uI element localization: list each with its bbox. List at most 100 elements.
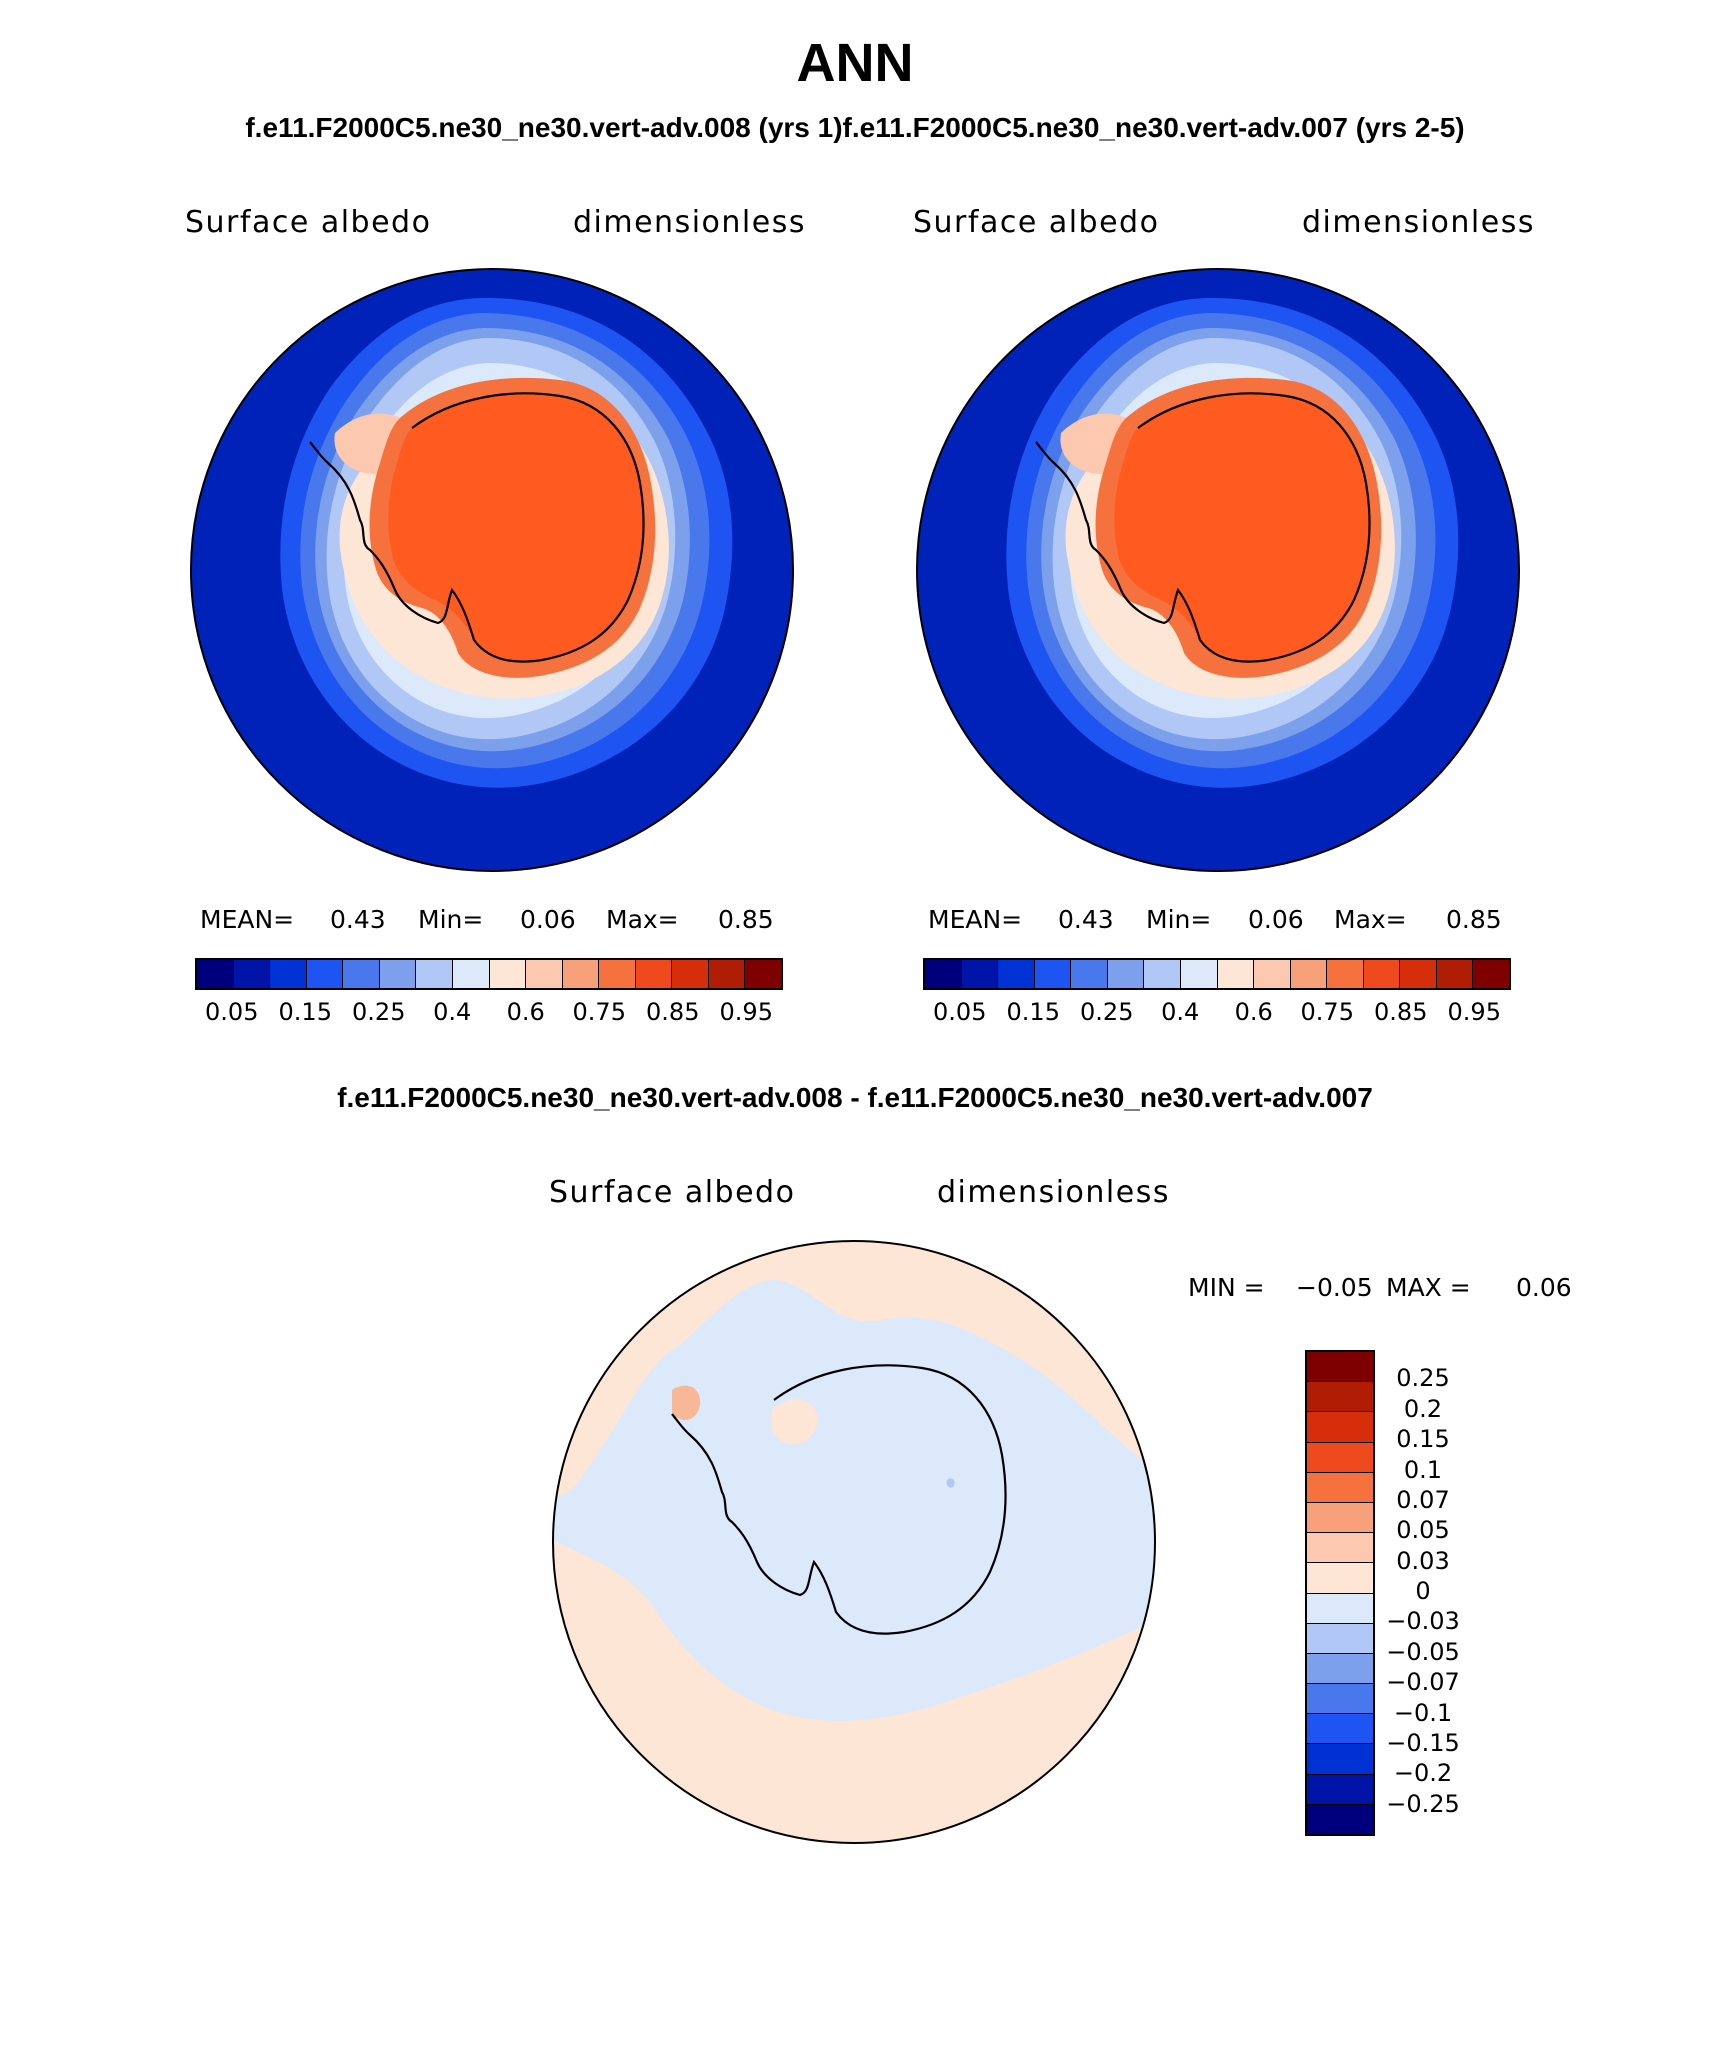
panel1-variable-label: Surface albedo	[185, 205, 432, 240]
panel2-variable-label: Surface albedo	[913, 205, 1160, 240]
panel2-units-label: dimensionless	[1302, 205, 1535, 240]
colorbar-swatch	[744, 960, 781, 988]
panel1-colorbar	[195, 958, 783, 990]
colorbar-tick-label: −0.2	[1393, 1759, 1453, 1788]
colorbar-tick-label: 0.95	[719, 998, 773, 1026]
diff-variable-label: Surface albedo	[549, 1175, 796, 1210]
colorbar-tick-label: 0.2	[1403, 1394, 1443, 1423]
colorbar-tick-label: 0.25	[352, 998, 406, 1026]
colorbar-tick-label: −0.15	[1386, 1728, 1460, 1757]
panel1-min-label: Min=	[418, 905, 484, 934]
colorbar-tick-label: −0.03	[1386, 1607, 1460, 1636]
colorbar-tick-label: −0.05	[1386, 1637, 1460, 1666]
colorbar-tick-label: 0.15	[278, 998, 332, 1026]
colorbar-tick-label: 0.05	[1396, 1516, 1450, 1545]
diff-coastline	[671, 1364, 1007, 1635]
colorbar-swatch	[1307, 1532, 1373, 1563]
colorbar-tick-label: 0.4	[1161, 998, 1200, 1026]
colorbar-swatch	[1307, 1713, 1373, 1744]
colorbar-swatch	[960, 960, 998, 988]
colorbar-swatch	[1307, 1743, 1373, 1774]
panel1-units-label: dimensionless	[573, 205, 806, 240]
colorbar-swatch	[1307, 1652, 1373, 1684]
colorbar-tick-label: 0.05	[205, 998, 259, 1026]
colorbar-swatch	[1179, 960, 1217, 988]
colorbar-swatch	[305, 960, 343, 988]
colorbar-swatch	[525, 960, 562, 988]
colorbar-swatch	[1307, 1683, 1373, 1714]
colorbar-swatch	[1362, 960, 1400, 988]
colorbar-swatch	[1216, 960, 1254, 988]
colorbar-tick-label: 0.6	[1234, 998, 1273, 1026]
colorbar-swatch	[1033, 960, 1071, 988]
panel1-max-label: Max=	[606, 905, 679, 934]
figure-title: ANN	[796, 33, 914, 93]
colorbar-tick-label: 0.4	[433, 998, 472, 1026]
figure-subtitle: f.e11.F2000C5.ne30_ne30.vert-adv.008 (yr…	[245, 112, 1465, 143]
colorbar-tick-label: 0.07	[1396, 1485, 1450, 1514]
colorbar-swatch	[1307, 1411, 1373, 1442]
colorbar-swatch	[1307, 1441, 1373, 1472]
panel1-min-value: 0.06	[520, 905, 576, 934]
colorbar-swatch	[671, 960, 708, 988]
colorbar-swatch	[707, 960, 745, 988]
diff-units-label: dimensionless	[937, 1175, 1170, 1210]
colorbar-swatch	[1307, 1562, 1373, 1593]
colorbar-tick-label: 0	[1415, 1577, 1431, 1605]
colorbar-tick-label: 0.05	[933, 998, 987, 1026]
colorbar-swatch	[1289, 960, 1327, 988]
colorbar-swatch	[197, 960, 233, 988]
colorbar-tick-label: −0.07	[1386, 1668, 1460, 1697]
colorbar-swatch	[634, 960, 672, 988]
colorbar-tick-label: 0.15	[1396, 1425, 1450, 1454]
colorbar-tick-label: 0.6	[506, 998, 545, 1026]
colorbar-tick-label: 0.15	[1006, 998, 1060, 1026]
panel2-max-value: 0.85	[1446, 905, 1502, 934]
colorbar-swatch	[1307, 1381, 1373, 1412]
panel2-min-label: Min=	[1146, 905, 1212, 934]
colorbar-swatch	[342, 960, 379, 988]
colorbar-swatch	[1253, 960, 1290, 988]
colorbar-tick-label: 0.1	[1403, 1455, 1443, 1484]
colorbar-tick-label: 0.25	[1396, 1364, 1450, 1393]
panel1-polar-map	[190, 268, 794, 872]
colorbar-swatch	[1326, 960, 1363, 988]
colorbar-tick-label: 0.85	[646, 998, 700, 1026]
panel2-max-label: Max=	[1334, 905, 1407, 934]
colorbar-tick-label: −0.25	[1386, 1789, 1460, 1818]
diff-subtitle: f.e11.F2000C5.ne30_ne30.vert-adv.008 - f…	[337, 1082, 1373, 1113]
colorbar-swatch	[1307, 1471, 1373, 1502]
panel1-map-border	[190, 268, 794, 872]
panel2-coastline	[1035, 392, 1371, 663]
diff-min-value: −0.05	[1296, 1273, 1373, 1302]
colorbar-swatch	[997, 960, 1034, 988]
colorbar-tick-label: 0.85	[1374, 998, 1428, 1026]
diff-colorbar	[1305, 1350, 1375, 1836]
diff-map-border	[552, 1240, 1156, 1844]
panel2-min-value: 0.06	[1248, 905, 1304, 934]
colorbar-tick-label: 0.75	[572, 998, 626, 1026]
colorbar-swatch	[488, 960, 526, 988]
colorbar-swatch	[561, 960, 599, 988]
colorbar-swatch	[1106, 960, 1144, 988]
panel2-polar-map	[916, 268, 1520, 872]
colorbar-tick-label: 0.25	[1080, 998, 1134, 1026]
diff-map-fill	[553, 1241, 1155, 1843]
panel1-coastline	[309, 392, 645, 663]
colorbar-swatch	[1307, 1773, 1373, 1804]
colorbar-swatch	[415, 960, 452, 988]
colorbar-swatch	[598, 960, 635, 988]
colorbar-swatch	[378, 960, 416, 988]
panel1-mean-value: 0.43	[330, 905, 386, 934]
colorbar-swatch	[1307, 1592, 1373, 1623]
diff-min-label: MIN =	[1188, 1273, 1265, 1302]
panel1-map-fill	[191, 269, 793, 871]
colorbar-swatch	[451, 960, 489, 988]
panel2-mean-value: 0.43	[1058, 905, 1114, 934]
colorbar-tick-label: 0.75	[1300, 998, 1354, 1026]
colorbar-swatch	[232, 960, 270, 988]
colorbar-swatch	[1472, 960, 1509, 988]
colorbar-swatch	[1307, 1501, 1373, 1533]
diff-max-label: MAX =	[1386, 1273, 1471, 1302]
colorbar-swatch	[1435, 960, 1473, 988]
